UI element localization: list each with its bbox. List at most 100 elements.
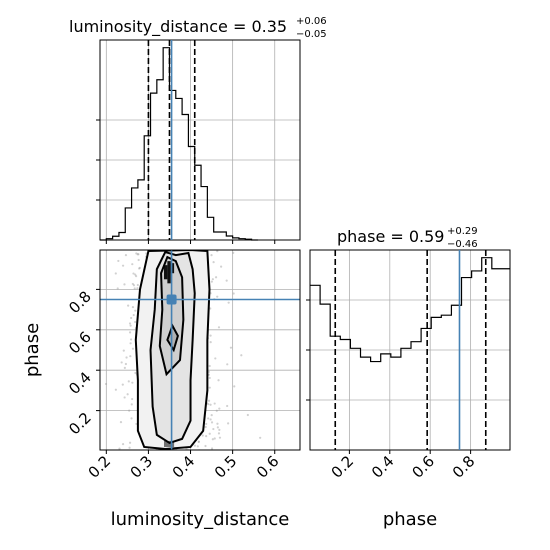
sample-point bbox=[197, 440, 200, 444]
sample-point bbox=[229, 346, 233, 349]
x-tick-label: 0.6 bbox=[408, 452, 438, 482]
sample-point bbox=[119, 421, 123, 424]
sample-point bbox=[218, 407, 221, 410]
sample-point bbox=[127, 380, 130, 383]
sample-point bbox=[207, 417, 210, 420]
sample-point bbox=[134, 371, 137, 375]
sample-point bbox=[213, 437, 216, 440]
sample-point bbox=[116, 287, 119, 290]
sample-point bbox=[216, 426, 219, 429]
sample-point bbox=[94, 402, 96, 404]
contour-line bbox=[149, 250, 196, 445]
sample-point bbox=[129, 342, 132, 345]
sample-point bbox=[121, 442, 125, 446]
histogram-step-line bbox=[100, 47, 258, 241]
sample-point bbox=[128, 322, 132, 325]
y-tick-label: 0.2 bbox=[65, 409, 95, 439]
sample-point bbox=[135, 252, 138, 255]
x-tick-label: 0.3 bbox=[127, 452, 157, 482]
sample-point bbox=[130, 316, 133, 320]
sample-point bbox=[121, 383, 124, 386]
sample-point bbox=[210, 254, 213, 257]
sample-point bbox=[233, 385, 236, 388]
sample-point bbox=[138, 266, 141, 269]
y-tick-label: 0.4 bbox=[65, 368, 95, 398]
sample-point bbox=[129, 338, 133, 341]
sample-point bbox=[114, 388, 117, 391]
sample-point bbox=[209, 341, 212, 344]
sample-point bbox=[197, 440, 200, 443]
sample-point bbox=[216, 250, 219, 253]
sample-point bbox=[126, 393, 129, 396]
sample-point bbox=[217, 432, 221, 435]
sample-point bbox=[215, 409, 218, 412]
sample-point bbox=[129, 324, 132, 327]
sample-point bbox=[204, 425, 207, 429]
sample-point bbox=[240, 354, 243, 357]
sample-point bbox=[118, 447, 121, 450]
sample-point bbox=[128, 441, 132, 444]
sample-point bbox=[130, 403, 133, 406]
sample-point bbox=[125, 356, 128, 359]
sample-point bbox=[128, 446, 131, 449]
sample-point bbox=[121, 264, 125, 267]
phase-title-minus: −0.46 bbox=[447, 239, 478, 250]
sample-point bbox=[207, 399, 211, 402]
sample-point bbox=[132, 284, 136, 287]
sample-point bbox=[259, 436, 262, 439]
panel-frame bbox=[99, 249, 301, 451]
sample-point bbox=[208, 376, 211, 380]
sample-point bbox=[196, 445, 199, 448]
joint-density-panel: 0.2 0.3 0.4 0.5 0.6 0.2 0.4 0.6 0.8 bbox=[65, 249, 301, 482]
sample-point bbox=[216, 422, 219, 425]
sample-point bbox=[211, 438, 214, 441]
sample-point bbox=[137, 253, 140, 256]
sample-point bbox=[128, 409, 131, 412]
sample-point bbox=[213, 402, 216, 405]
sample-point bbox=[131, 397, 134, 401]
truth-marker bbox=[166, 294, 177, 305]
joint-plot-area bbox=[92, 250, 300, 450]
sample-point bbox=[212, 261, 215, 264]
sample-point bbox=[123, 396, 126, 399]
density-cell bbox=[170, 263, 175, 274]
sample-point bbox=[135, 275, 138, 278]
x-tick-label: 0.4 bbox=[169, 452, 199, 482]
panel-frame bbox=[99, 39, 301, 241]
sample-point bbox=[208, 386, 211, 389]
sample-point bbox=[131, 282, 134, 286]
sample-point bbox=[214, 357, 217, 360]
sample-point bbox=[216, 295, 219, 298]
sample-point bbox=[124, 254, 128, 257]
x-tick-label: 0.5 bbox=[211, 452, 241, 482]
sample-point bbox=[134, 309, 137, 312]
x-axis-label-luminosity-distance: luminosity_distance bbox=[111, 509, 290, 530]
sample-point bbox=[193, 444, 197, 447]
sample-point bbox=[117, 259, 120, 263]
sample-point bbox=[201, 434, 204, 437]
sample-point bbox=[212, 427, 215, 431]
x-tick-label: 0.8 bbox=[449, 452, 479, 482]
sample-point bbox=[225, 279, 228, 282]
sample-point bbox=[217, 379, 220, 382]
sample-point bbox=[131, 263, 134, 266]
sample-point bbox=[92, 433, 94, 435]
sample-point bbox=[208, 432, 211, 435]
sample-point bbox=[209, 307, 212, 310]
sample-point bbox=[208, 364, 211, 368]
x-tick-label: 0.2 bbox=[85, 452, 115, 482]
sample-point bbox=[220, 265, 223, 268]
sample-point bbox=[226, 404, 229, 408]
sample-point bbox=[134, 273, 137, 276]
y-tick-label: 0.8 bbox=[65, 287, 95, 317]
x-tick-label: 0.2 bbox=[328, 452, 358, 482]
sample-point bbox=[137, 258, 140, 262]
sample-point bbox=[227, 301, 230, 304]
histogram-step-line bbox=[310, 257, 510, 363]
x-axis-label-phase: phase bbox=[383, 509, 437, 530]
sample-point bbox=[104, 382, 108, 386]
sample-point bbox=[214, 276, 218, 279]
contour-line bbox=[158, 255, 185, 377]
sample-point bbox=[132, 313, 135, 317]
